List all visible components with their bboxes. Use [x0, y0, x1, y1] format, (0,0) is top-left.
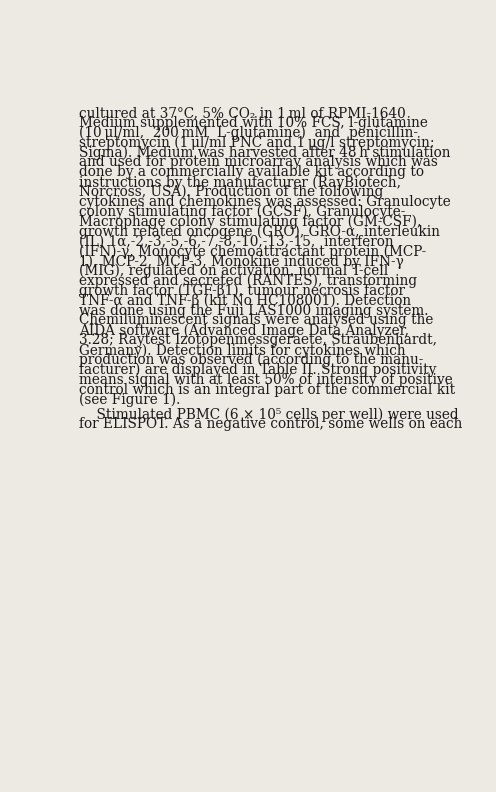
- Text: instructions by the manufacturer (RayBiotech,: instructions by the manufacturer (RayBio…: [79, 175, 401, 189]
- Text: (MIG), regulated on activation, normal T-cell: (MIG), regulated on activation, normal T…: [79, 264, 388, 279]
- Text: means signal with at least 50% of intensity of positive: means signal with at least 50% of intens…: [79, 373, 453, 386]
- Text: Sigma). Medium was harvested after 48 h stimulation: Sigma). Medium was harvested after 48 h …: [79, 146, 451, 160]
- Text: colony stimulating factor (GCSF), Granulocyte-: colony stimulating factor (GCSF), Granul…: [79, 205, 406, 219]
- Text: facturer) are displayed in Table II. Strong positivity: facturer) are displayed in Table II. Str…: [79, 363, 436, 377]
- Text: (see Figure 1).: (see Figure 1).: [79, 393, 181, 407]
- Text: Chemiluminescent signals were analysed using the: Chemiluminescent signals were analysed u…: [79, 314, 434, 327]
- Text: Norcross, USA). Production of the following: Norcross, USA). Production of the follow…: [79, 185, 384, 200]
- Text: for ELISPOT. As a negative control, some wells on each: for ELISPOT. As a negative control, some…: [79, 417, 463, 431]
- Text: was done using the Fuji LAS1000 imaging system.: was done using the Fuji LAS1000 imaging …: [79, 303, 429, 318]
- Text: 3.28; Raytest Izotopenmessgeraete, Straubenhardt,: 3.28; Raytest Izotopenmessgeraete, Strau…: [79, 333, 437, 347]
- Text: Macrophage colony stimulating factor (GM-CSF),: Macrophage colony stimulating factor (GM…: [79, 215, 422, 229]
- Text: 1), MCP-2, MCP-3, Monokine induced by IFN-γ: 1), MCP-2, MCP-3, Monokine induced by IF…: [79, 254, 404, 268]
- Text: control which is an integral part of the commercial kit: control which is an integral part of the…: [79, 383, 455, 397]
- Text: (10 μl/ml,  200 mM  L-glutamine)  and  penicillin-: (10 μl/ml, 200 mM L-glutamine) and penic…: [79, 126, 418, 140]
- Text: Germany). Detection limits for cytokines which: Germany). Detection limits for cytokines…: [79, 343, 406, 357]
- Text: done by a commercially available kit according to: done by a commercially available kit acc…: [79, 166, 424, 179]
- Text: (IL) 1α,-2,-3,-5,-6,-7,-8,-10,-13,-15,  interferon: (IL) 1α,-2,-3,-5,-6,-7,-8,-10,-13,-15, i…: [79, 234, 394, 249]
- Text: growth related oncogene (GRO), GRO-α, interleukin: growth related oncogene (GRO), GRO-α, in…: [79, 225, 440, 239]
- Text: Stimulated PBMC (6 × 10⁵ cells per well) were used: Stimulated PBMC (6 × 10⁵ cells per well)…: [79, 407, 459, 421]
- Text: streptomycin (1 μl/ml PNC and 1 μg/l streptomycin;: streptomycin (1 μl/ml PNC and 1 μg/l str…: [79, 135, 435, 150]
- Text: (IFN)-γ, Monocyte chemoattractant protein (MCP-: (IFN)-γ, Monocyte chemoattractant protei…: [79, 244, 427, 259]
- Text: Medium supplemented with 10% FCS, l-glutamine: Medium supplemented with 10% FCS, l-glut…: [79, 116, 428, 130]
- Text: growth factor (TGF-β1), tumour necrosis factor: growth factor (TGF-β1), tumour necrosis …: [79, 284, 405, 299]
- Text: and used for protein microarray analysis which was: and used for protein microarray analysis…: [79, 155, 438, 169]
- Text: TNF-α and TNF-β (kit No HC108001). Detection: TNF-α and TNF-β (kit No HC108001). Detec…: [79, 294, 411, 308]
- Text: AIDA software (Advanced Image Data Analyzer,: AIDA software (Advanced Image Data Analy…: [79, 323, 409, 337]
- Text: production was observed (according to the manu-: production was observed (according to th…: [79, 353, 424, 367]
- Text: cytokines and chemokines was assessed: Granulocyte: cytokines and chemokines was assessed: G…: [79, 195, 451, 209]
- Text: cultured at 37°C, 5% CO₂ in 1 ml of RPMI-1640: cultured at 37°C, 5% CO₂ in 1 ml of RPMI…: [79, 106, 406, 120]
- Text: expressed and secreted (RANTES), transforming: expressed and secreted (RANTES), transfo…: [79, 274, 418, 288]
